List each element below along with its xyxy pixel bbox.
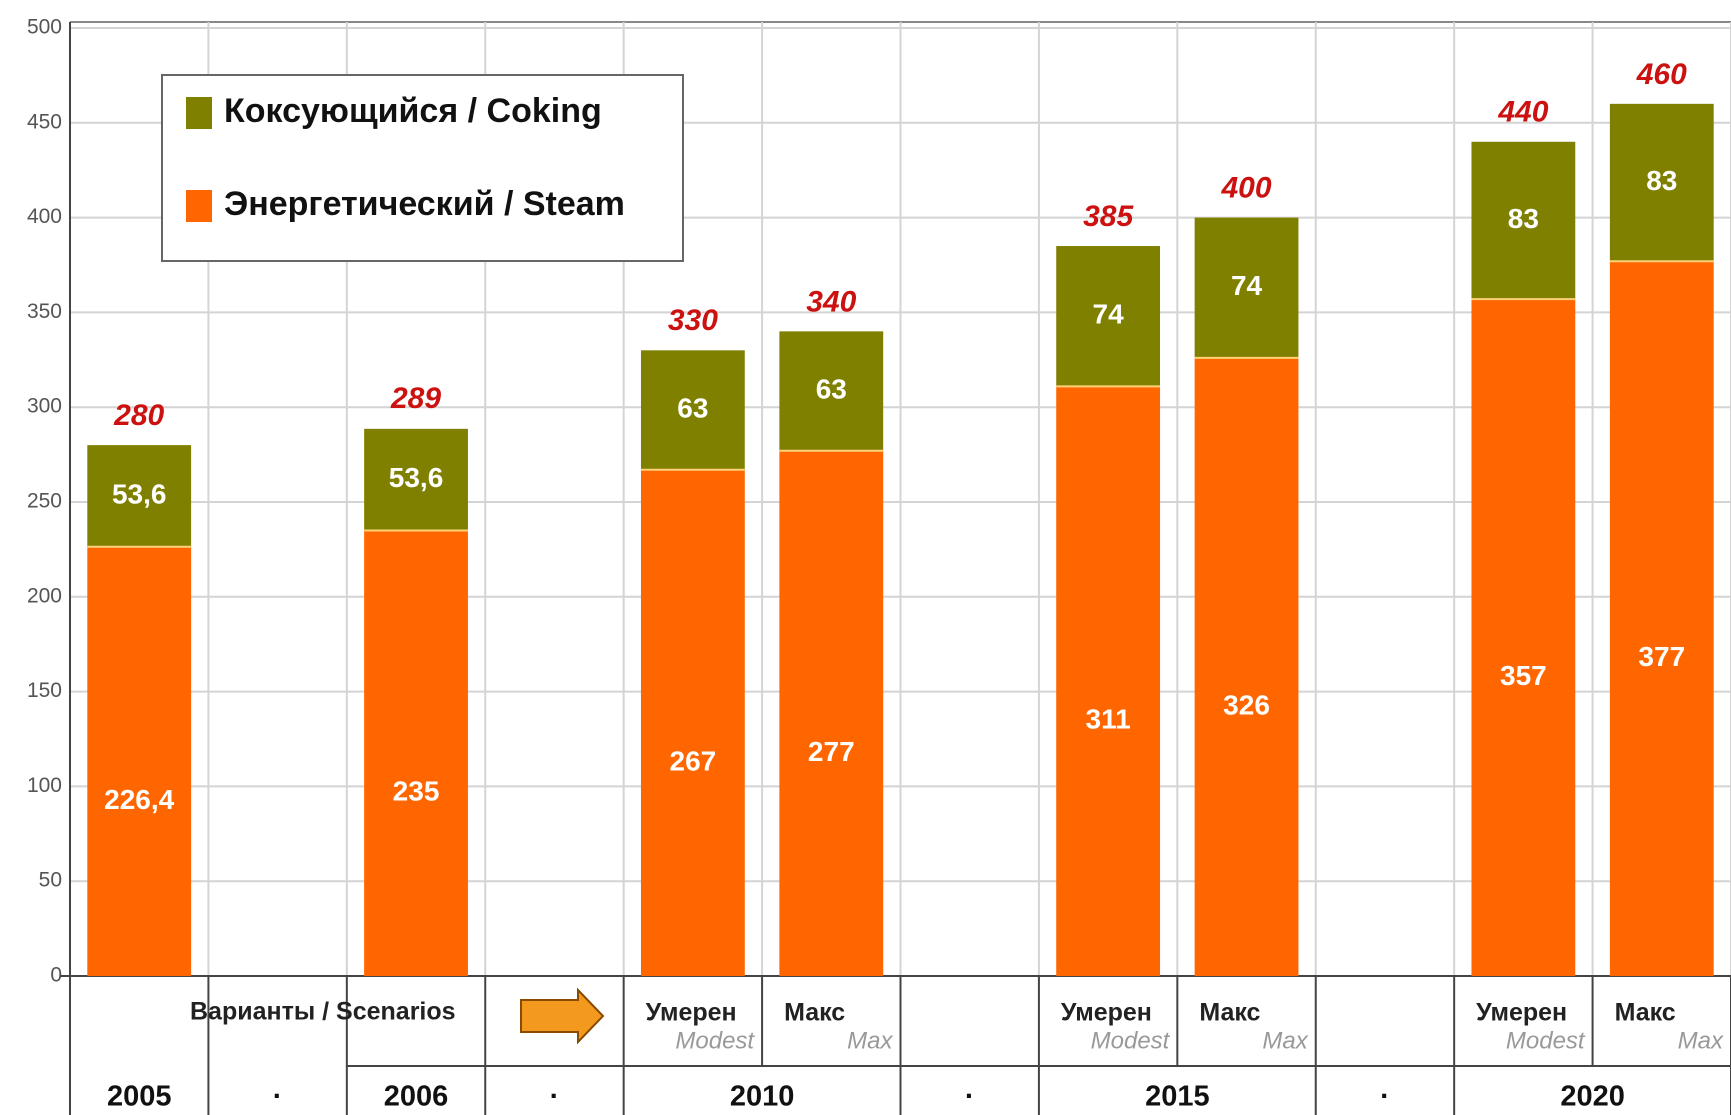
group-label: 2005 bbox=[107, 1081, 172, 1113]
total-label: 385 bbox=[1083, 200, 1134, 233]
x-tick-label-en: Max bbox=[1678, 1027, 1724, 1054]
y-tick-label: 100 bbox=[27, 774, 62, 797]
x-tick-label: Макс bbox=[1615, 999, 1676, 1027]
value-label: 277 bbox=[808, 736, 855, 767]
legend-swatch bbox=[186, 97, 212, 129]
value-label: 63 bbox=[816, 373, 847, 404]
group-label: · bbox=[273, 1081, 283, 1113]
x-tick-label: Макс bbox=[1199, 999, 1260, 1027]
bar-segment bbox=[640, 469, 745, 976]
scenario-arrow bbox=[520, 987, 605, 1045]
total-label: 400 bbox=[1221, 172, 1272, 205]
total-label: 340 bbox=[806, 285, 856, 318]
bar-segment bbox=[779, 450, 884, 977]
y-tick-label: 0 bbox=[50, 964, 62, 987]
bar-segment bbox=[1194, 357, 1299, 976]
scenarios-label: Варианты / Scenarios bbox=[190, 998, 456, 1026]
group-label: 2006 bbox=[384, 1081, 449, 1113]
total-label: 440 bbox=[1497, 96, 1548, 129]
legend-label: Энергетический / Steam bbox=[224, 185, 625, 223]
value-label: 377 bbox=[1638, 641, 1685, 672]
x-tick-label: Макс bbox=[784, 999, 845, 1027]
y-tick-label: 450 bbox=[27, 110, 62, 133]
value-label: 74 bbox=[1093, 299, 1125, 330]
bar-segment bbox=[364, 428, 468, 531]
value-label: 53,6 bbox=[389, 462, 444, 493]
y-tick-label: 400 bbox=[27, 205, 62, 228]
x-tick-label-en: Max bbox=[847, 1027, 893, 1054]
y-tick-label: 250 bbox=[27, 490, 62, 513]
value-label: 83 bbox=[1508, 203, 1539, 234]
y-tick-label: 300 bbox=[27, 395, 62, 418]
value-label: 311 bbox=[1086, 704, 1131, 735]
y-tick-label: 150 bbox=[27, 679, 62, 702]
bar-segment bbox=[1609, 103, 1714, 262]
y-tick-label: 350 bbox=[27, 300, 62, 323]
bar-segment bbox=[87, 445, 192, 547]
total-label: 280 bbox=[113, 399, 164, 432]
y-tick-label: 200 bbox=[27, 584, 62, 607]
group-label: · bbox=[965, 1081, 975, 1113]
value-label: 53,6 bbox=[112, 478, 167, 509]
y-tick-label: 50 bbox=[39, 869, 62, 892]
value-label: 357 bbox=[1500, 660, 1547, 691]
value-label: 326 bbox=[1223, 689, 1270, 720]
value-label: 63 bbox=[677, 392, 708, 423]
bar-segment bbox=[1056, 386, 1161, 976]
bar-segment bbox=[640, 350, 745, 470]
bar-segment bbox=[1609, 261, 1714, 976]
x-tick-label: Умерен bbox=[1061, 999, 1152, 1027]
total-label: 460 bbox=[1636, 58, 1687, 91]
legend-label: Коксующийся / Coking bbox=[224, 92, 602, 130]
legend-box bbox=[161, 74, 684, 262]
value-label: 235 bbox=[393, 776, 440, 807]
bar-segment bbox=[364, 530, 468, 976]
bar-segment bbox=[1056, 246, 1161, 387]
bar-segment bbox=[87, 546, 192, 976]
x-tick-label: Умерен bbox=[646, 999, 737, 1027]
group-label: 2015 bbox=[1145, 1081, 1210, 1113]
bar-segment bbox=[779, 331, 884, 451]
value-label: 83 bbox=[1646, 165, 1677, 196]
bar-segment bbox=[1471, 299, 1576, 976]
y-tick-label: 500 bbox=[27, 16, 62, 39]
bar-segment bbox=[1471, 141, 1576, 300]
bar-segment bbox=[1194, 217, 1299, 358]
x-tick-label: Умерен bbox=[1476, 999, 1567, 1027]
value-label: 74 bbox=[1231, 270, 1263, 301]
value-label: 267 bbox=[670, 745, 717, 776]
group-label: 2020 bbox=[1560, 1081, 1625, 1113]
group-label: 2010 bbox=[730, 1081, 795, 1113]
total-label: 289 bbox=[390, 382, 441, 415]
group-label: · bbox=[550, 1081, 560, 1113]
value-label: 226,4 bbox=[104, 784, 174, 815]
x-tick-label-en: Max bbox=[1262, 1027, 1308, 1054]
legend-swatch bbox=[186, 190, 212, 222]
total-label: 330 bbox=[668, 304, 718, 337]
x-tick-label-en: Modest bbox=[1091, 1027, 1171, 1054]
x-tick-label-en: Modest bbox=[1506, 1027, 1586, 1054]
x-tick-label-en: Modest bbox=[675, 1027, 755, 1054]
group-label: · bbox=[1380, 1081, 1390, 1113]
